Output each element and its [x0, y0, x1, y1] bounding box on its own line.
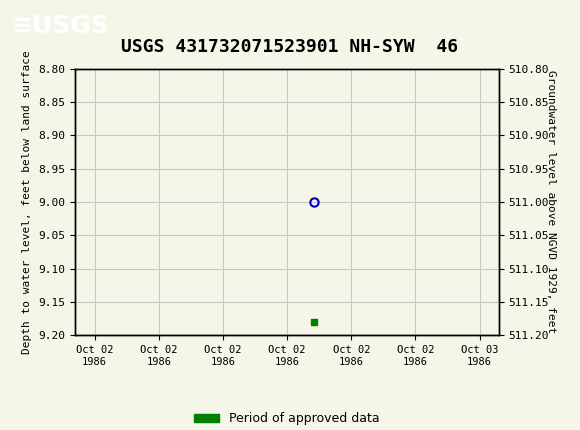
Legend: Period of approved data: Period of approved data	[189, 408, 385, 430]
Y-axis label: Depth to water level, feet below land surface: Depth to water level, feet below land su…	[21, 50, 32, 354]
Y-axis label: Groundwater level above NGVD 1929, feet: Groundwater level above NGVD 1929, feet	[546, 71, 556, 334]
Text: ≡USGS: ≡USGS	[12, 14, 110, 38]
Text: USGS 431732071523901 NH-SYW  46: USGS 431732071523901 NH-SYW 46	[121, 38, 459, 56]
